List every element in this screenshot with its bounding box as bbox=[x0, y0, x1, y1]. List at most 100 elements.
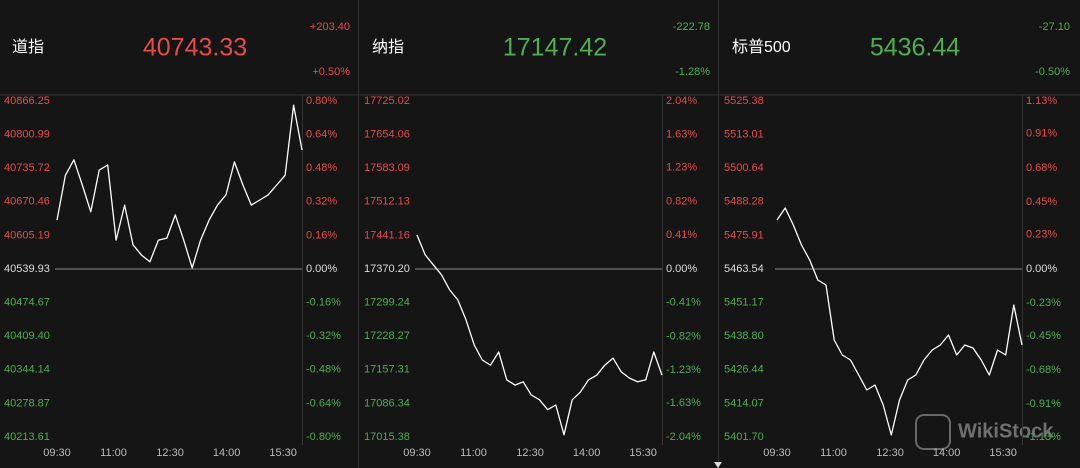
y2-tick-label: -1.23% bbox=[666, 364, 701, 376]
y-tick-label: 17441.16 bbox=[364, 229, 410, 241]
x-tick-label: 11:00 bbox=[820, 447, 847, 459]
y-tick-label: 17725.02 bbox=[364, 95, 410, 107]
y-tick-label: 40539.93 bbox=[4, 263, 50, 275]
y-tick-label: 40800.99 bbox=[4, 129, 50, 141]
y-tick-label: 17228.27 bbox=[364, 330, 410, 342]
x-tick-label: 09:30 bbox=[403, 447, 431, 459]
y-tick-label: 17370.20 bbox=[364, 263, 410, 275]
y2-tick-label: -1.13% bbox=[1026, 431, 1061, 443]
y-tick-label: 40605.19 bbox=[4, 229, 50, 241]
y-tick-label: 40278.87 bbox=[4, 397, 50, 409]
y2-tick-label: -0.82% bbox=[666, 330, 701, 342]
y2-tick-label: -0.45% bbox=[1026, 330, 1061, 342]
x-tick-label: 11:00 bbox=[100, 447, 127, 459]
y2-tick-label: -0.80% bbox=[306, 431, 341, 443]
y-tick-label: 5500.64 bbox=[724, 162, 764, 174]
index-change-pct: -1.28% bbox=[675, 66, 710, 78]
watermark-text: WikiStock bbox=[958, 420, 1054, 442]
x-tick-label: 15:30 bbox=[989, 447, 1017, 459]
y-tick-label: 17654.06 bbox=[364, 129, 410, 141]
x-tick-label: 09:30 bbox=[763, 447, 791, 459]
y2-tick-label: 0.16% bbox=[306, 229, 337, 241]
y2-tick-label: 1.63% bbox=[666, 129, 697, 141]
y2-tick-label: 0.23% bbox=[1026, 229, 1057, 241]
x-tick-label: 14:00 bbox=[573, 447, 601, 459]
x-tick-label: 12:30 bbox=[876, 447, 904, 459]
y2-tick-label: 0.32% bbox=[306, 196, 337, 208]
y2-tick-label: 2.04% bbox=[666, 95, 697, 107]
y2-tick-label: 0.80% bbox=[306, 95, 337, 107]
watermark: WikiStock bbox=[915, 414, 1054, 450]
y2-tick-label: -0.41% bbox=[666, 297, 701, 309]
x-tick-label: 11:00 bbox=[460, 447, 487, 459]
y2-tick-label: -1.63% bbox=[666, 397, 701, 409]
index-change-pct: -0.50% bbox=[1035, 66, 1070, 78]
y2-tick-label: 0.82% bbox=[666, 195, 697, 207]
index-price: 17147.42 bbox=[503, 34, 607, 62]
y-tick-label: 5475.91 bbox=[724, 229, 764, 241]
x-tick-label: 15:30 bbox=[269, 447, 297, 459]
index-change-pct: +0.50% bbox=[312, 66, 350, 78]
y-tick-label: 5426.44 bbox=[724, 364, 764, 376]
y-tick-label: 40409.40 bbox=[4, 330, 50, 342]
y-tick-label: 17583.09 bbox=[364, 162, 410, 174]
index-change: +203.40 bbox=[310, 21, 350, 33]
index-name: 纳指 bbox=[372, 38, 404, 56]
y2-tick-label: 0.68% bbox=[1026, 162, 1057, 174]
y2-tick-label: 0.00% bbox=[1026, 263, 1057, 275]
y-tick-label: 5414.07 bbox=[724, 397, 764, 409]
y-tick-label: 5451.17 bbox=[724, 297, 764, 309]
y2-tick-label: -0.48% bbox=[306, 364, 341, 376]
index-price: 40743.33 bbox=[143, 34, 247, 62]
x-tick-label: 12:30 bbox=[156, 447, 184, 459]
y-tick-label: 17086.34 bbox=[364, 397, 410, 409]
y2-tick-label: 0.48% bbox=[306, 162, 337, 174]
y-tick-label: 17512.13 bbox=[364, 196, 410, 208]
y2-tick-label: 0.41% bbox=[666, 229, 697, 241]
y-tick-label: 40213.61 bbox=[4, 431, 50, 443]
y-tick-label: 5513.01 bbox=[724, 129, 764, 141]
y-tick-label: 5463.54 bbox=[724, 263, 764, 275]
y2-tick-label: 0.00% bbox=[306, 263, 337, 275]
index-price: 5436.44 bbox=[870, 34, 960, 62]
y2-tick-label: 0.64% bbox=[306, 129, 337, 141]
watermark-icon bbox=[915, 414, 951, 450]
y2-tick-label: -2.04% bbox=[666, 431, 701, 443]
x-tick-label: 14:00 bbox=[933, 447, 961, 459]
y2-tick-label: 0.45% bbox=[1026, 196, 1057, 208]
x-tick-label: 15:30 bbox=[629, 447, 657, 459]
scroll-indicator bbox=[714, 462, 722, 468]
y-tick-label: 40474.67 bbox=[4, 297, 50, 309]
y2-tick-label: -0.32% bbox=[306, 330, 341, 342]
y-tick-label: 40344.14 bbox=[4, 364, 50, 376]
y2-tick-label: -0.91% bbox=[1026, 398, 1061, 410]
y-tick-label: 5525.38 bbox=[724, 95, 764, 107]
y2-tick-label: -0.16% bbox=[306, 297, 341, 309]
y-tick-label: 40735.72 bbox=[4, 162, 50, 174]
y2-tick-label: 1.23% bbox=[666, 162, 697, 174]
y2-tick-label: -0.64% bbox=[306, 397, 341, 409]
index-name: 标普500 bbox=[732, 38, 791, 56]
y-tick-label: 17157.31 bbox=[364, 364, 410, 376]
y-tick-label: 5438.80 bbox=[724, 330, 764, 342]
y-tick-label: 40670.46 bbox=[4, 196, 50, 208]
y2-tick-label: -0.68% bbox=[1026, 364, 1061, 376]
y2-tick-label: 0.91% bbox=[1026, 128, 1057, 140]
price-line bbox=[416, 234, 663, 436]
y2-tick-label: 0.00% bbox=[666, 263, 697, 275]
y-tick-label: 17299.24 bbox=[364, 297, 410, 309]
y2-tick-label: 1.13% bbox=[1026, 95, 1057, 107]
x-tick-label: 09:30 bbox=[43, 447, 71, 459]
index-change: -27.10 bbox=[1039, 21, 1070, 33]
x-tick-label: 14:00 bbox=[213, 447, 241, 459]
y2-tick-label: -0.23% bbox=[1026, 297, 1061, 309]
price-line bbox=[56, 104, 303, 269]
index-name: 道指 bbox=[12, 38, 44, 56]
price-line bbox=[776, 207, 1023, 436]
y-tick-label: 5488.28 bbox=[724, 196, 764, 208]
y-tick-label: 17015.38 bbox=[364, 431, 410, 443]
x-tick-label: 12:30 bbox=[516, 447, 544, 459]
